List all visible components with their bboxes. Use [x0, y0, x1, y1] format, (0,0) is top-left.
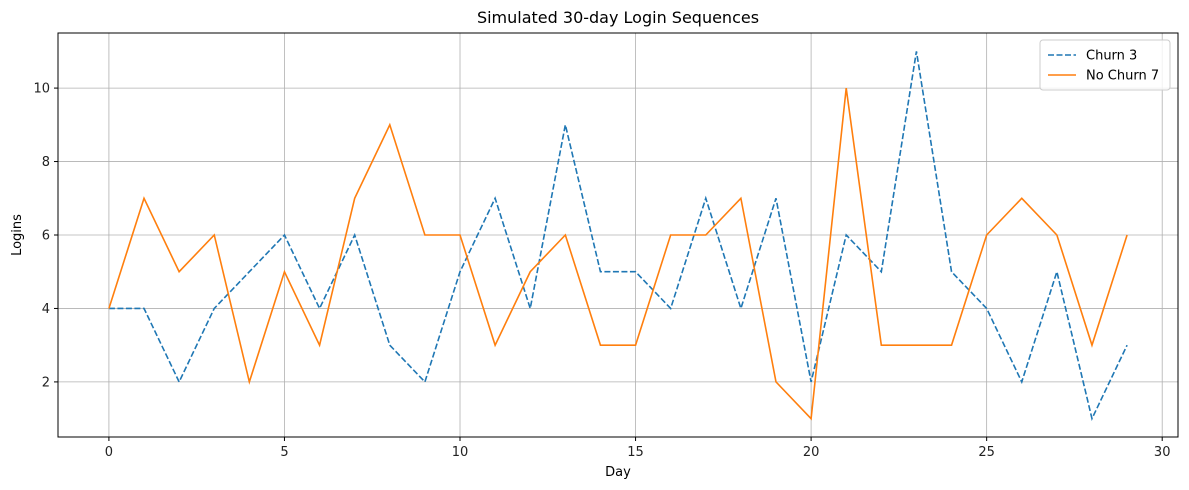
- y-tick-label: 8: [42, 155, 50, 170]
- x-tick-label: 0: [105, 445, 113, 460]
- y-tick-label: 6: [42, 229, 50, 244]
- x-axis-label: Day: [605, 465, 631, 480]
- x-tick-label: 30: [1154, 445, 1171, 460]
- legend-label: No Churn 7: [1086, 69, 1159, 84]
- series-line-1: [108, 51, 1128, 422]
- y-tick-label: 2: [42, 375, 50, 390]
- x-tick-label: 15: [627, 445, 644, 460]
- legend: Churn 3 No Churn 7: [1039, 39, 1171, 91]
- y-tick-label: 10: [33, 82, 50, 97]
- series-line-2: [108, 87, 1128, 421]
- grid: [58, 33, 1178, 437]
- legend-label: Churn 3: [1086, 49, 1137, 64]
- series-layer: [108, 51, 1128, 422]
- y-axis-label: Logins: [10, 214, 25, 256]
- ticks: 0 5 10 15 20 25 30 2 4 6 8 10: [33, 82, 1170, 460]
- x-tick-label: 20: [803, 445, 820, 460]
- x-tick-label: 10: [452, 445, 469, 460]
- legend-box: [1039, 39, 1171, 91]
- chart-title: Simulated 30-day Login Sequences: [477, 8, 759, 27]
- x-tick-label: 5: [280, 445, 288, 460]
- x-tick-label: 25: [978, 445, 995, 460]
- y-tick-label: 4: [42, 302, 50, 317]
